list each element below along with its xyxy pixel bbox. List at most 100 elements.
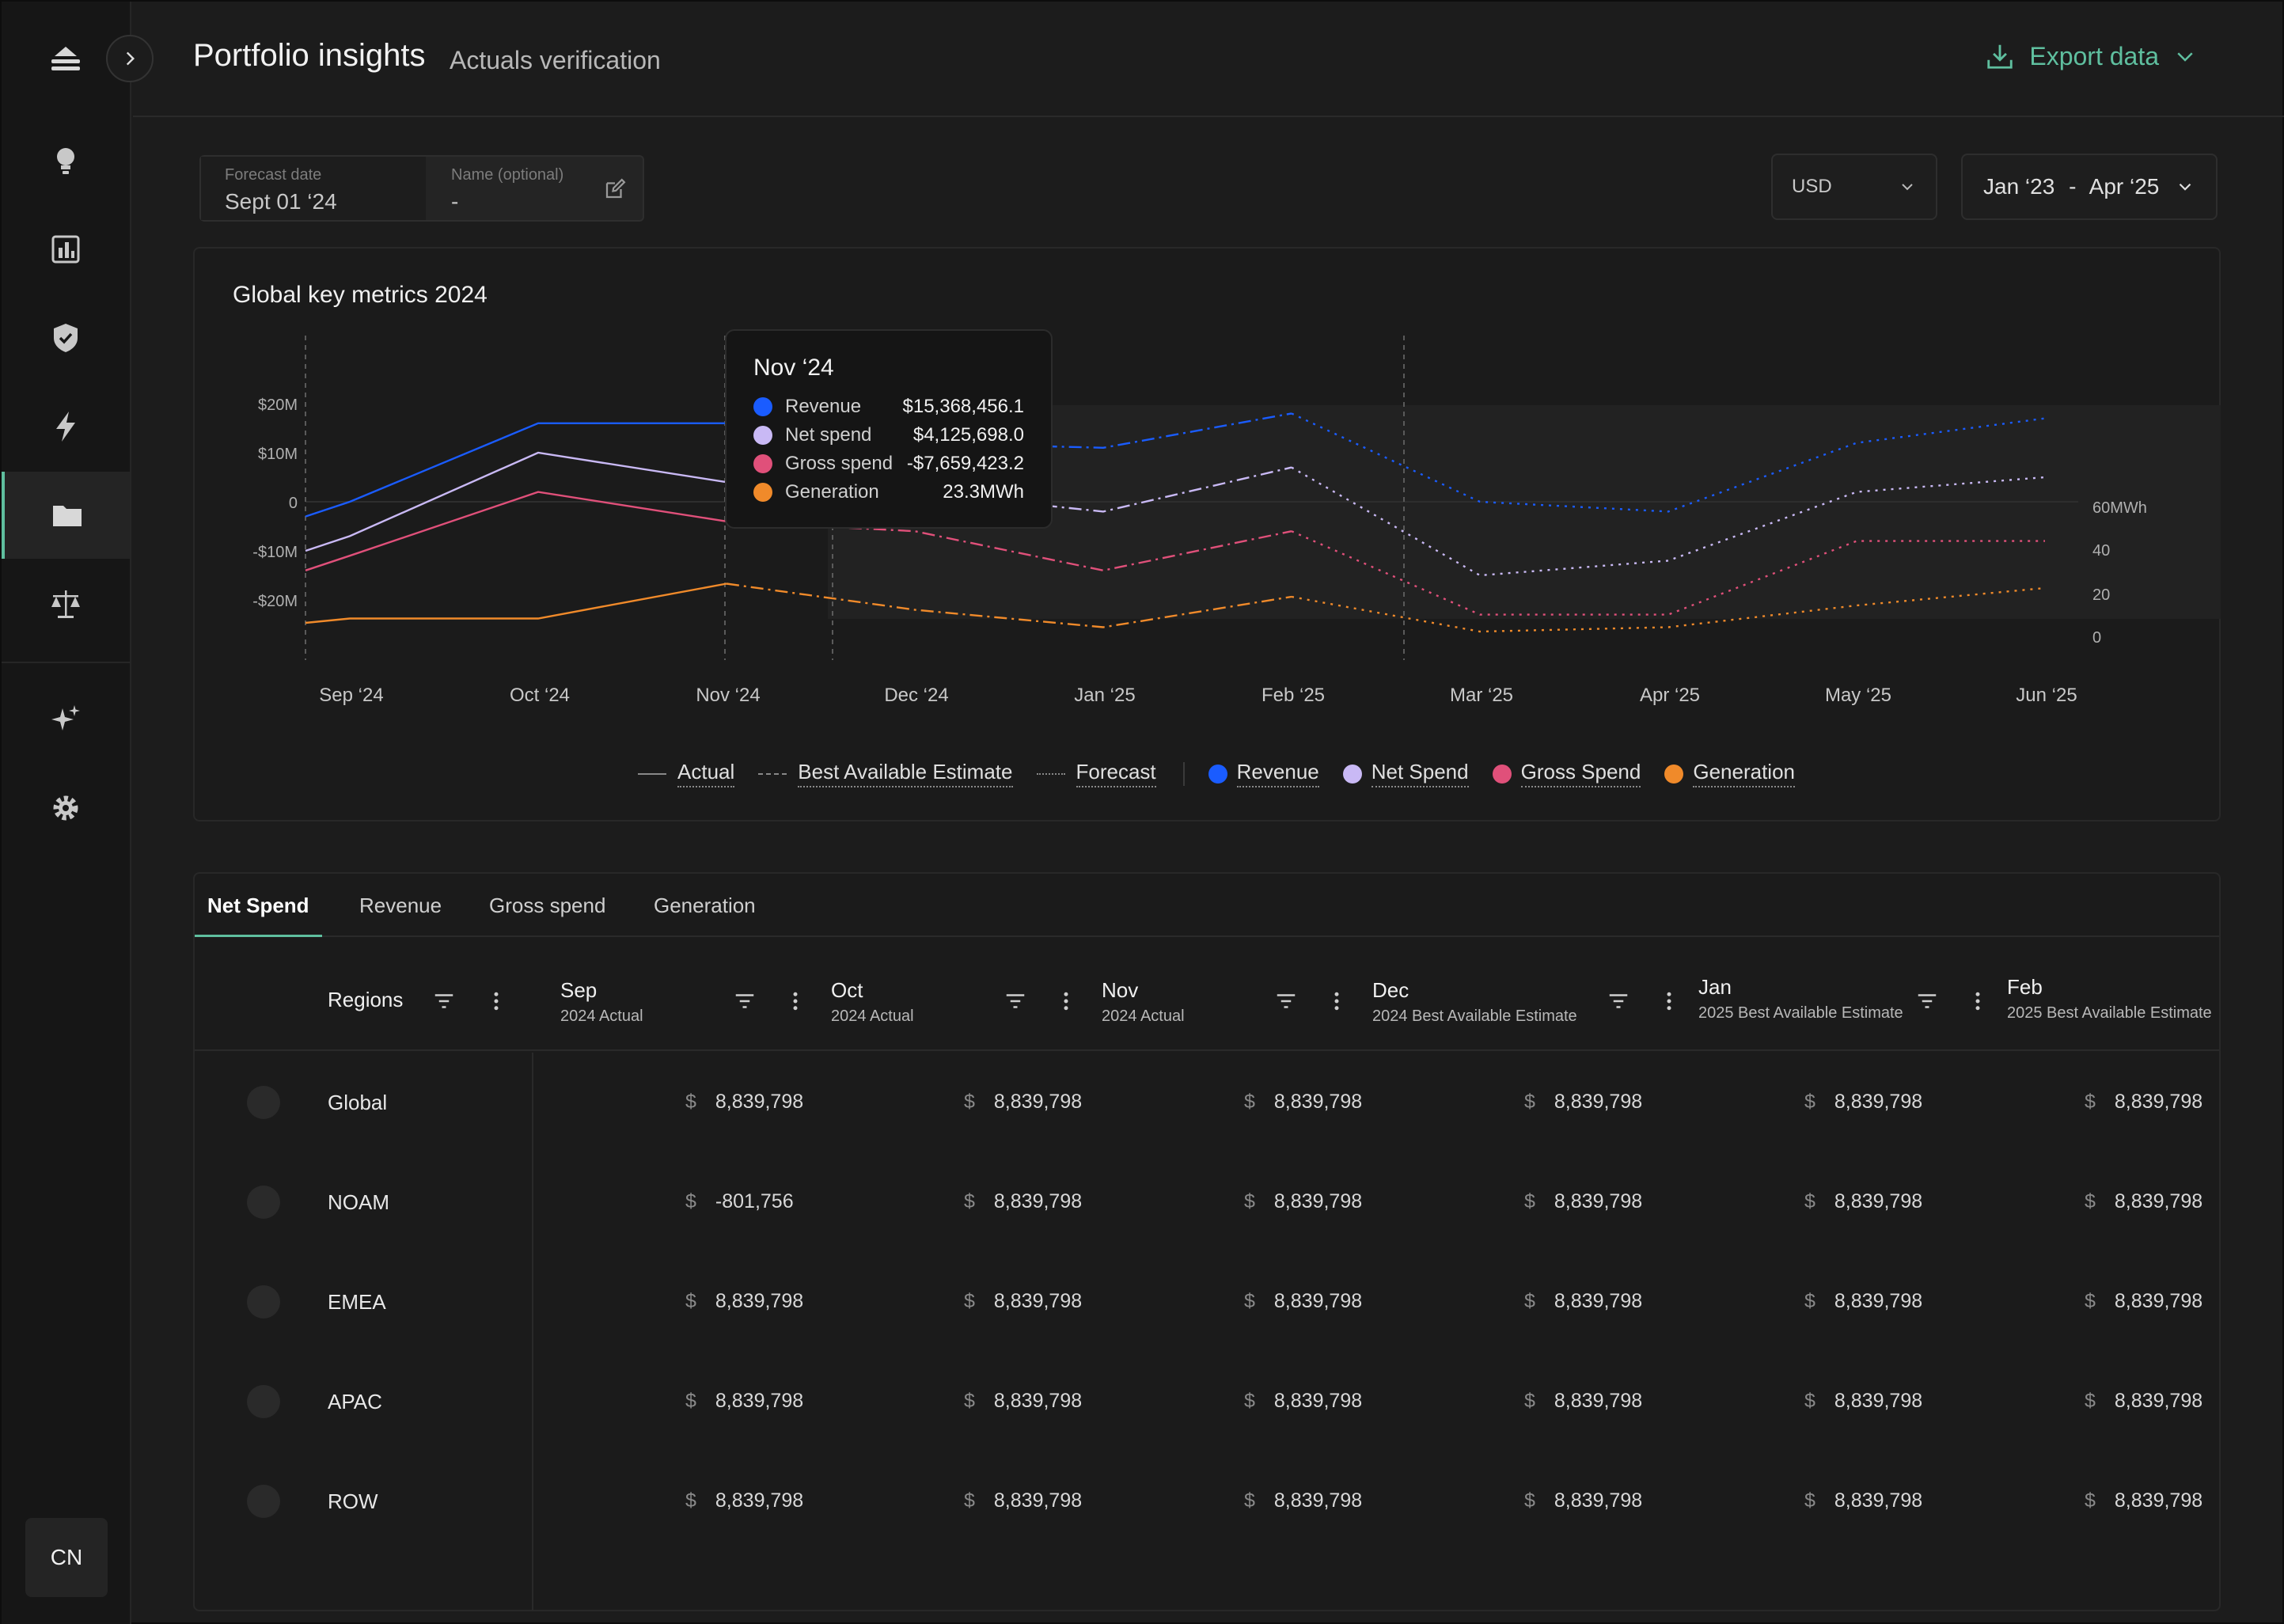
currency-value: USD [1792, 176, 1832, 197]
page-title: Portfolio insights [193, 38, 426, 73]
table-cell[interactable]: $8,839,798 [964, 1290, 1082, 1313]
dotted-line-swatch [1036, 772, 1065, 775]
table-row[interactable]: Global $8,839,798 $8,839,798 $8,839,798 $8,8… [195, 1053, 2219, 1152]
table-cell[interactable]: $8,839,798 [2085, 1190, 2202, 1213]
forecast-date-field[interactable]: Forecast date Sept 01 ‘24 [201, 157, 426, 220]
tab-gross-spend[interactable]: Gross spend [489, 894, 606, 917]
table-row[interactable]: ROW $8,839,798 $8,839,798 $8,839,798 $8,839,… [195, 1451, 2219, 1551]
table-cell[interactable]: $ -801,756 [685, 1190, 794, 1213]
tab-generation[interactable]: Generation [654, 894, 756, 917]
table-cell[interactable]: $8,839,798 [1524, 1190, 1642, 1213]
filter-icon[interactable] [1004, 989, 1027, 1013]
table-cell[interactable]: $8,839,798 [685, 1489, 803, 1512]
table-cell[interactable]: $8,839,798 [1524, 1091, 1642, 1114]
table-cell[interactable]: $8,839,798 [1244, 1489, 1362, 1512]
cell-value: 8,839,798 [715, 1091, 804, 1113]
legend-net-spend[interactable]: Net Spend [1342, 760, 1469, 787]
lightbulb-icon[interactable] [2, 117, 130, 204]
table-cell[interactable]: $8,839,798 [1244, 1290, 1362, 1313]
y-axis-right-tick-label: 0 [2092, 629, 2101, 647]
legend-revenue[interactable]: Revenue [1208, 760, 1319, 787]
more-vertical-icon[interactable] [484, 989, 508, 1013]
net-spend-swatch [1342, 764, 1362, 784]
column-header-feb: Feb 2025 Best Available Estimate [2007, 975, 2212, 1023]
currency-symbol: $ [685, 1290, 696, 1312]
more-vertical-icon[interactable] [1657, 989, 1681, 1013]
name-field[interactable]: Name (optional) - [426, 157, 644, 220]
table-cell[interactable]: $8,839,798 [2085, 1390, 2202, 1413]
row-expand-icon[interactable] [247, 1285, 280, 1319]
edit-icon[interactable] [603, 177, 627, 201]
more-vertical-icon[interactable] [1966, 989, 1990, 1013]
legend-forecast[interactable]: Forecast [1036, 760, 1156, 787]
filter-icon[interactable] [1607, 989, 1630, 1013]
sparkles-icon[interactable] [2, 676, 130, 763]
cell-value: 8,839,798 [1834, 1290, 1923, 1312]
table-cell[interactable]: $8,839,798 [685, 1390, 803, 1413]
table-cell[interactable]: $8,839,798 [1524, 1390, 1642, 1413]
more-vertical-icon[interactable] [783, 989, 807, 1013]
currency-symbol: $ [1244, 1390, 1255, 1412]
cell-value: 8,839,798 [1834, 1190, 1923, 1212]
table-row[interactable]: APAC $8,839,798 $8,839,798 $8,839,798 $8,839… [195, 1352, 2219, 1451]
row-expand-icon[interactable] [247, 1485, 280, 1518]
table-cell[interactable]: $8,839,798 [964, 1190, 1082, 1213]
table-row[interactable]: NOAM $ -801,756 $8,839,798 $8,839,798 $8,839,… [195, 1152, 2219, 1252]
table-cell[interactable]: $8,839,798 [1524, 1290, 1642, 1313]
filter-icon[interactable] [432, 989, 456, 1013]
table-cell[interactable]: $8,839,798 [1804, 1190, 1922, 1213]
table-cell[interactable]: $8,839,798 [964, 1489, 1082, 1512]
currency-symbol: $ [2085, 1489, 2096, 1512]
table-cell[interactable]: $8,839,798 [1244, 1091, 1362, 1114]
table-cell[interactable]: $8,839,798 [685, 1091, 803, 1114]
x-axis-tick-label: Jun ‘25 [2016, 685, 2077, 706]
currency-select[interactable]: USD [1771, 154, 1937, 220]
line-chart[interactable]: $20M $10M 0 -$10M -$20M 60MWh 40 20 0 Sep ‘24 Oct … [195, 249, 2221, 821]
table-cell[interactable]: $8,839,798 [964, 1390, 1082, 1413]
name-field-label: Name (optional) [451, 166, 564, 184]
lightning-icon[interactable] [2, 383, 130, 470]
legend-actual[interactable]: Actual [638, 760, 735, 787]
bar-chart-icon[interactable] [2, 206, 130, 293]
table-cell[interactable]: $8,839,798 [2085, 1489, 2202, 1512]
table-cell[interactable]: $8,839,798 [1804, 1390, 1922, 1413]
table-cell[interactable]: $8,839,798 [2085, 1290, 2202, 1313]
export-data-button[interactable]: Export data [1985, 41, 2197, 71]
legend-generation[interactable]: Generation [1664, 760, 1796, 787]
filter-icon[interactable] [733, 989, 757, 1013]
table-cell[interactable]: $8,839,798 [1524, 1489, 1642, 1512]
gear-icon[interactable] [2, 765, 130, 852]
date-range-select[interactable]: Jan ‘23 - Apr ‘25 [1961, 154, 2218, 220]
tab-revenue[interactable]: Revenue [359, 894, 442, 917]
tooltip-value: $15,368,456.1 [902, 396, 1024, 417]
row-expand-icon[interactable] [247, 1385, 280, 1418]
tab-net-spend[interactable]: Net Spend [195, 874, 322, 937]
table-cell[interactable]: $8,839,798 [1804, 1290, 1922, 1313]
legend-best-available-estimate[interactable]: Best Available Estimate [758, 760, 1013, 787]
table-cell[interactable]: $8,839,798 [1244, 1390, 1362, 1413]
series-line-gross-spend [305, 491, 727, 571]
table-cell[interactable]: $8,839,798 [1244, 1190, 1362, 1213]
table-cell[interactable]: $8,839,798 [964, 1091, 1082, 1114]
filter-icon[interactable] [1274, 989, 1298, 1013]
more-vertical-icon[interactable] [1325, 989, 1349, 1013]
legend-gross-spend[interactable]: Gross Spend [1492, 760, 1641, 787]
table-cell[interactable]: $8,839,798 [1804, 1091, 1922, 1114]
shield-icon[interactable] [2, 294, 130, 381]
filter-icon[interactable] [1915, 989, 1939, 1013]
currency-symbol: $ [1804, 1489, 1815, 1512]
row-expand-icon[interactable] [247, 1186, 280, 1219]
currency-symbol: $ [685, 1091, 696, 1113]
table-cell[interactable]: $8,839,798 [2085, 1091, 2202, 1114]
more-vertical-icon[interactable] [1054, 989, 1078, 1013]
row-expand-icon[interactable] [247, 1086, 280, 1119]
table-cell[interactable]: $8,839,798 [685, 1290, 803, 1313]
table-row[interactable]: EMEA $8,839,798 $8,839,798 $8,839,798 $8,839… [195, 1252, 2219, 1352]
table-cell[interactable]: $8,839,798 [1804, 1489, 1922, 1512]
user-avatar[interactable]: CN [25, 1518, 108, 1597]
scales-icon[interactable] [2, 560, 130, 647]
folder-icon[interactable] [2, 472, 130, 559]
expand-sidebar-button[interactable] [106, 35, 154, 82]
logo-icon[interactable] [2, 17, 130, 104]
